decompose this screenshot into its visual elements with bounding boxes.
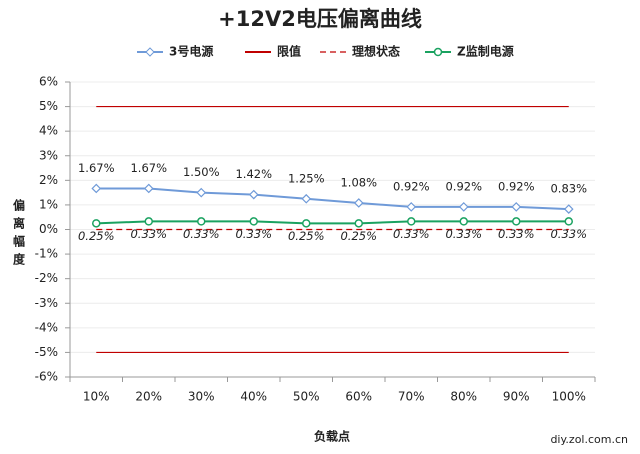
data-label: 1.25% bbox=[288, 171, 325, 185]
point bbox=[143, 183, 154, 194]
data-label: 0.33% bbox=[130, 227, 167, 241]
data-label: 0.92% bbox=[498, 179, 535, 193]
x-tick-label: 30% bbox=[188, 390, 215, 404]
x-tick-label: 60% bbox=[345, 390, 372, 404]
y-tick-label: -4% bbox=[35, 320, 58, 334]
data-label: 0.92% bbox=[445, 179, 482, 193]
x-tick-label: 40% bbox=[240, 390, 267, 404]
data-label: 0.33% bbox=[498, 227, 535, 241]
y-tick-label: -1% bbox=[35, 247, 58, 261]
point bbox=[512, 217, 521, 226]
data-label: 1.42% bbox=[235, 167, 272, 181]
chart-title: +12V2电压偏离曲线 bbox=[218, 7, 422, 31]
point bbox=[406, 202, 417, 212]
point bbox=[511, 202, 522, 212]
point bbox=[302, 219, 311, 228]
x-tick-label: 20% bbox=[135, 390, 162, 404]
point bbox=[354, 219, 363, 228]
point bbox=[353, 198, 364, 208]
series-line bbox=[96, 220, 569, 225]
data-label: 0.33% bbox=[393, 227, 430, 241]
point bbox=[91, 183, 102, 194]
y-tick-label: 5% bbox=[39, 99, 58, 113]
x-tick-label: 100% bbox=[552, 390, 586, 404]
x-axis-title: 负载点 bbox=[314, 429, 350, 444]
y-tick-label: -2% bbox=[35, 271, 58, 285]
y-tick-label: 6% bbox=[39, 75, 58, 89]
y-tick-label: 1% bbox=[39, 197, 58, 211]
point bbox=[196, 187, 207, 198]
point bbox=[564, 217, 573, 226]
point bbox=[458, 202, 469, 212]
data-label: 1.67% bbox=[130, 161, 167, 175]
legend-label: 限值 bbox=[277, 44, 301, 59]
y-tick-label: -3% bbox=[35, 296, 58, 310]
point bbox=[459, 217, 468, 226]
legend-label: 理想状态 bbox=[352, 44, 400, 59]
data-label: 1.67% bbox=[78, 161, 115, 175]
y-tick-label: 4% bbox=[39, 124, 58, 138]
legend-label: 3号电源 bbox=[169, 44, 213, 59]
point bbox=[563, 204, 574, 214]
x-tick-label: 80% bbox=[450, 390, 477, 404]
legend-marker bbox=[145, 47, 155, 57]
point bbox=[144, 217, 153, 226]
data-label: 0.25% bbox=[78, 229, 115, 243]
y-tick-label: -6% bbox=[35, 370, 58, 384]
point bbox=[249, 217, 258, 226]
data-label: 1.50% bbox=[183, 165, 220, 179]
x-tick-label: 90% bbox=[503, 390, 530, 404]
point bbox=[92, 219, 101, 228]
data-label: 0.33% bbox=[445, 227, 482, 241]
data-label: 0.33% bbox=[550, 227, 587, 241]
x-tick-label: 10% bbox=[83, 390, 110, 404]
series-line bbox=[96, 187, 569, 211]
y-tick-label: 3% bbox=[39, 148, 58, 162]
y-tick-label: 0% bbox=[39, 222, 58, 236]
legend-label: Z监制电源 bbox=[457, 44, 514, 59]
data-label: 0.92% bbox=[393, 179, 430, 193]
data-label: 0.25% bbox=[340, 229, 377, 243]
x-tick-label: 50% bbox=[293, 390, 320, 404]
point bbox=[301, 193, 312, 204]
data-label: 0.25% bbox=[288, 229, 325, 243]
point bbox=[248, 189, 259, 200]
data-label: 0.33% bbox=[183, 227, 220, 241]
y-axis-title: 偏离幅度 bbox=[12, 198, 26, 271]
x-tick-label: 70% bbox=[398, 390, 425, 404]
legend-marker bbox=[433, 47, 443, 57]
footer: diy.zol.com.cn bbox=[550, 433, 628, 446]
point bbox=[197, 217, 206, 226]
data-label: 0.83% bbox=[550, 182, 587, 196]
data-label: 1.08% bbox=[340, 175, 377, 189]
y-tick-label: 2% bbox=[39, 173, 58, 187]
y-tick-label: -5% bbox=[35, 345, 58, 359]
point bbox=[407, 217, 416, 226]
data-label: 0.33% bbox=[235, 227, 272, 241]
